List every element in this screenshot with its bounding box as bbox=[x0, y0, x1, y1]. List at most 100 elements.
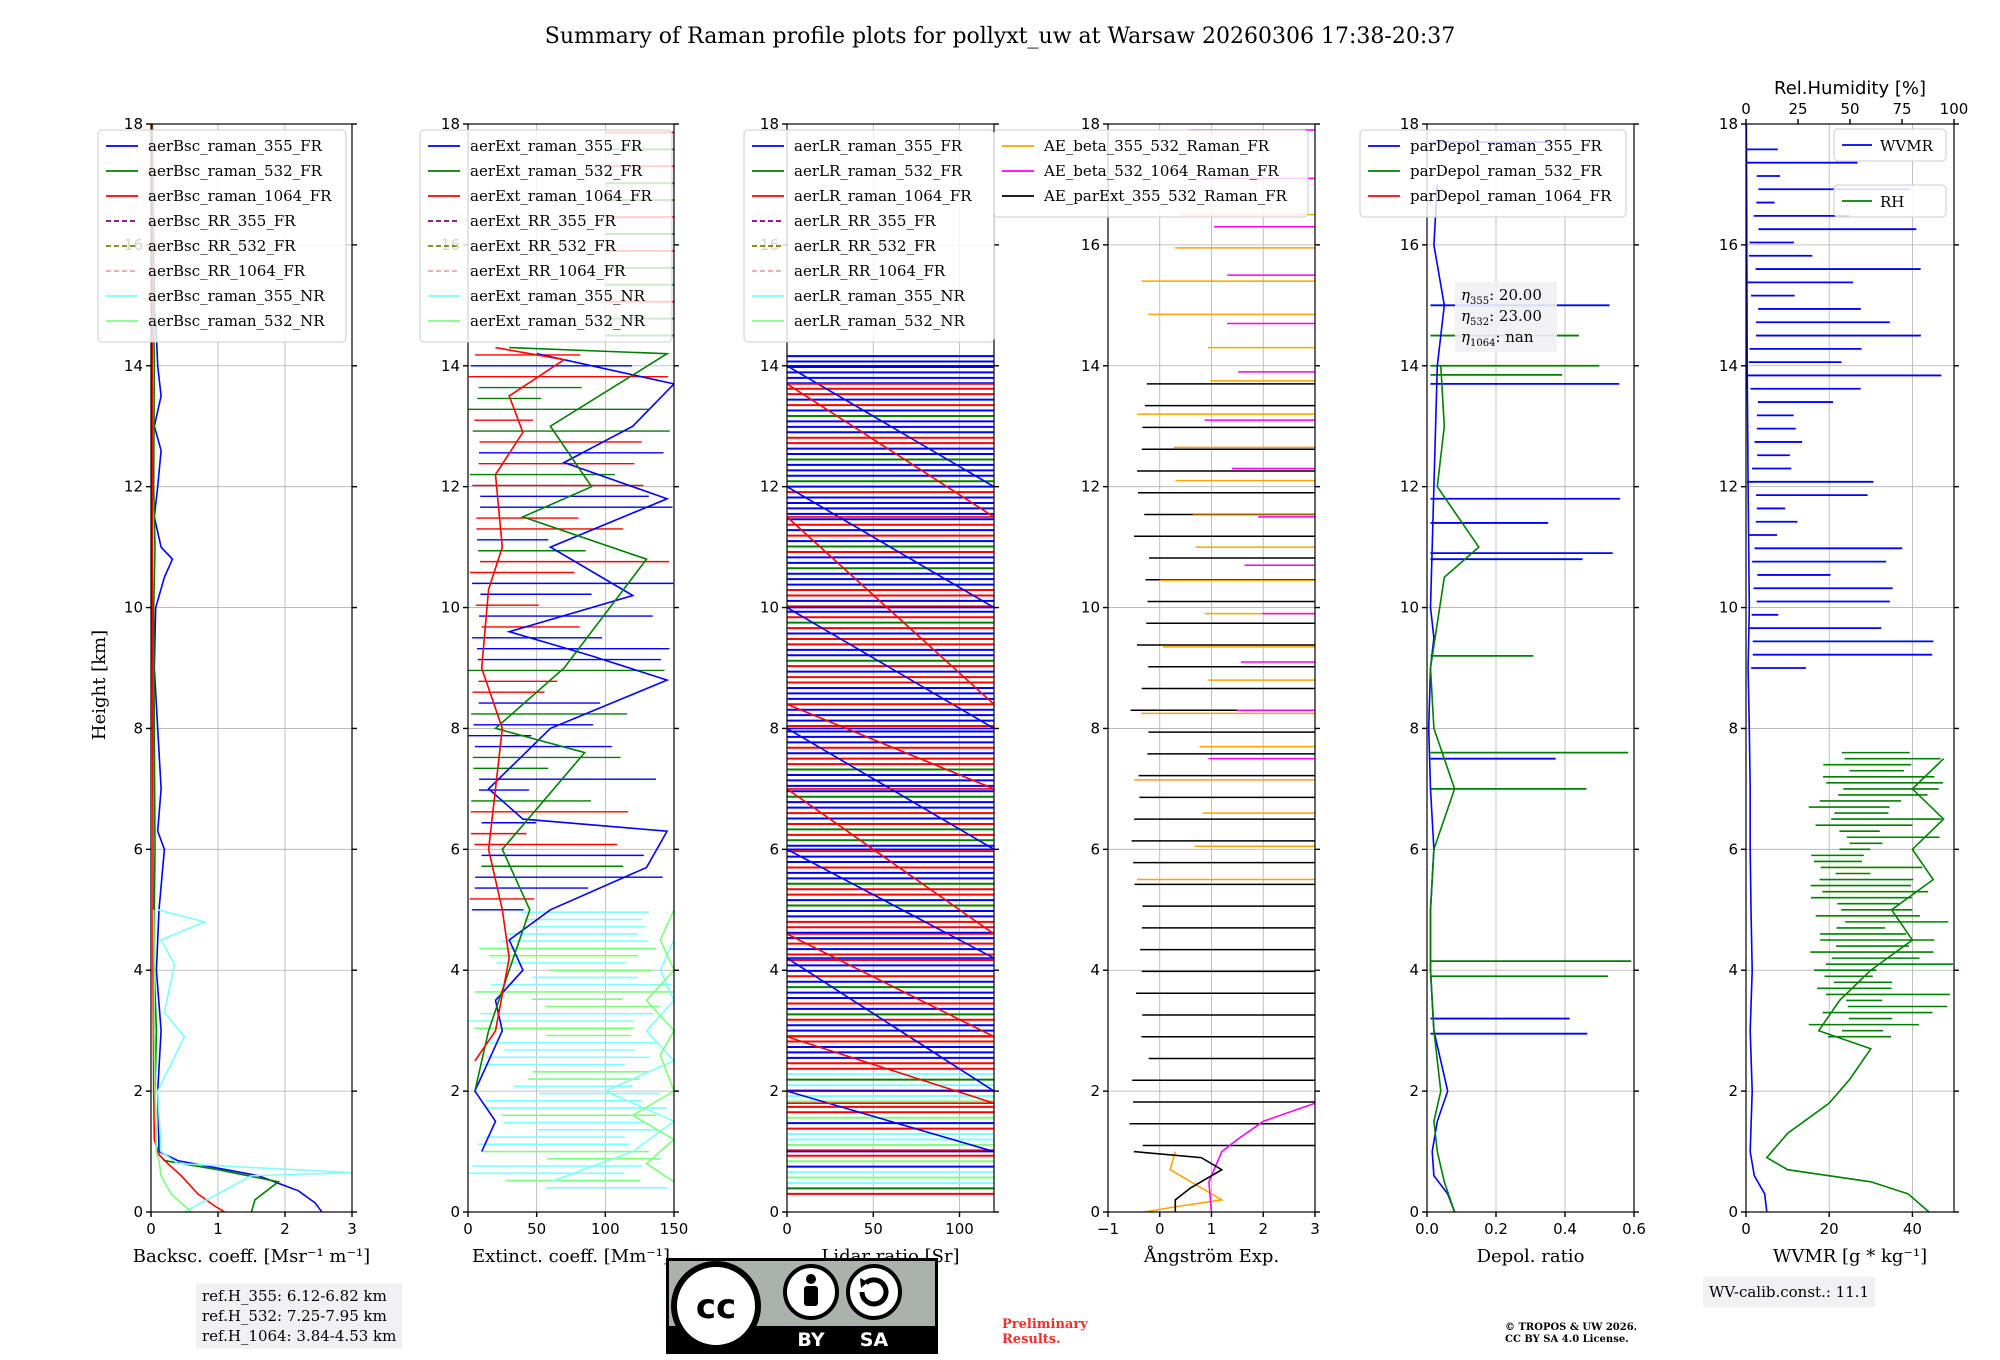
y-tick-label: 2 bbox=[450, 1082, 460, 1100]
legend-ae: AE_beta_355_532_Raman_FR AE_beta_532_1064… bbox=[993, 129, 1309, 218]
y-tick-label: 8 bbox=[1409, 719, 1419, 737]
series-aerBsc_raman_355_NR bbox=[156, 909, 352, 1212]
x-tick-label: 3 bbox=[347, 1220, 357, 1238]
legend-box bbox=[419, 129, 673, 343]
legend-ext: aerExt_raman_355_FR aerExt_raman_532_FRae… bbox=[419, 129, 673, 343]
y-tick-label: 12 bbox=[760, 478, 779, 496]
legend-entry: aerLR_raman_532_NR bbox=[794, 312, 965, 330]
x-tick-label: 1 bbox=[213, 1220, 223, 1238]
legend-entry: parDepol_raman_355_FR bbox=[1410, 137, 1603, 155]
x-tick-label: 100 bbox=[591, 1220, 620, 1238]
top-x-tick-label: 75 bbox=[1892, 100, 1911, 118]
y-tick-label: 16 bbox=[1400, 236, 1419, 254]
y-tick-label: 10 bbox=[1081, 599, 1100, 617]
annotation-line: η355: 20.00 bbox=[1461, 286, 1542, 307]
ref-height-355: ref.H_355: 6.12-6.82 km bbox=[202, 1287, 387, 1305]
y-tick-label: 14 bbox=[124, 357, 143, 375]
top-x-tick-label: 50 bbox=[1840, 100, 1859, 118]
x-tick-label: 0.6 bbox=[1622, 1220, 1646, 1238]
x-tick-label: 2 bbox=[280, 1220, 290, 1238]
x-tick-label: 50 bbox=[527, 1220, 546, 1238]
cc-by-sa-badge: cc BY SA bbox=[666, 1258, 938, 1354]
y-tick-label: 14 bbox=[441, 357, 460, 375]
y-tick-label: 6 bbox=[133, 840, 143, 858]
y-tick-label: 12 bbox=[124, 478, 143, 496]
y-tick-label: 6 bbox=[1090, 840, 1100, 858]
sa-label: SA bbox=[860, 1329, 889, 1351]
legend-entry: aerExt_raman_355_FR bbox=[470, 137, 643, 155]
copyright-line-1: © TROPOS & UW 2026. bbox=[1505, 1322, 1638, 1333]
top-x-tick-label: 100 bbox=[1940, 100, 1969, 118]
x-axis-label-bsc: Backsc. coeff. [Msr⁻¹ m⁻¹] bbox=[133, 1246, 370, 1267]
by-label: BY bbox=[797, 1329, 824, 1351]
y-tick-label: 2 bbox=[1728, 1082, 1738, 1100]
x-tick-label: 0.2 bbox=[1484, 1220, 1508, 1238]
legend-entry: RH bbox=[1880, 193, 1904, 211]
legend-box bbox=[1833, 128, 1947, 162]
x-tick-label: 1 bbox=[1207, 1220, 1217, 1238]
preliminary-results-note: Preliminary Results. bbox=[1002, 1317, 1088, 1347]
plot-area-bsc bbox=[151, 124, 352, 1212]
legend-box bbox=[743, 129, 995, 343]
y-tick-label: 4 bbox=[769, 961, 779, 979]
legend-entry: aerBsc_raman_355_FR bbox=[148, 137, 323, 155]
axes-frame bbox=[467, 123, 675, 1213]
x-axis-label-ae: Ångström Exp. bbox=[1143, 1245, 1279, 1267]
y-tick-label: 4 bbox=[1090, 961, 1100, 979]
top-x-tick-label: 0 bbox=[1741, 100, 1751, 118]
cc-logo-text: cc bbox=[696, 1287, 736, 1327]
series-WVMR bbox=[1746, 124, 1768, 1212]
panel-bsc: 0246810121416180123Backsc. coeff. [Msr⁻¹… bbox=[97, 115, 370, 1267]
y-tick-label: 12 bbox=[1400, 478, 1419, 496]
y-tick-label: 8 bbox=[450, 719, 460, 737]
series-aerExt_raman_1064_FR bbox=[474, 346, 567, 1062]
legend-entry: aerBsc_raman_355_NR bbox=[148, 287, 325, 305]
y-tick-label: 10 bbox=[441, 599, 460, 617]
legend-entry: AE_beta_532_1064_Raman_FR bbox=[1043, 162, 1279, 180]
y-tick-label: 4 bbox=[133, 961, 143, 979]
x-tick-label: 0 bbox=[146, 1220, 156, 1238]
legend-entry: parDepol_raman_1064_FR bbox=[1410, 187, 1612, 205]
y-tick-label: 10 bbox=[124, 599, 143, 617]
ref-height-532: ref.H_532: 7.25-7.95 km bbox=[202, 1307, 387, 1325]
series-aerExt_raman_355_FR bbox=[473, 352, 674, 1152]
series-aerBsc_raman_532_NR bbox=[152, 909, 192, 1212]
plot-area-wv bbox=[1746, 124, 1953, 1212]
y-tick-label: 4 bbox=[1409, 961, 1419, 979]
series-aerExt_raman_532_NR bbox=[631, 909, 674, 1183]
y-tick-label: 18 bbox=[124, 115, 143, 133]
legend-entry: aerLR_raman_355_NR bbox=[794, 287, 965, 305]
y-tick-label: 18 bbox=[760, 115, 779, 133]
y-tick-label: 10 bbox=[760, 599, 779, 617]
x-axis-label-wv: WVMR [g * kg⁻¹] bbox=[1773, 1246, 1927, 1267]
legend-entry: parDepol_raman_532_FR bbox=[1410, 162, 1603, 180]
legend-entry: aerBsc_raman_532_FR bbox=[148, 162, 323, 180]
x-tick-label: −1 bbox=[1097, 1220, 1119, 1238]
legend-entry: aerBsc_RR_355_FR bbox=[148, 212, 296, 230]
x-tick-label: 40 bbox=[1903, 1220, 1922, 1238]
y-tick-label: 6 bbox=[1409, 840, 1419, 858]
y-tick-label: 12 bbox=[1719, 478, 1738, 496]
x-tick-label: 100 bbox=[945, 1220, 974, 1238]
series-AE_beta_355_532_Raman_FR bbox=[1144, 1151, 1225, 1212]
legend-entry: aerExt_RR_1064_FR bbox=[470, 262, 626, 280]
legend-entry: aerExt_RR_532_FR bbox=[470, 237, 617, 255]
legend-entry: aerExt_raman_1064_FR bbox=[470, 187, 652, 205]
y-tick-label: 4 bbox=[450, 961, 460, 979]
x-tick-label: 20 bbox=[1820, 1220, 1839, 1238]
copyright-note: © TROPOS & UW 2026. CC BY SA 4.0 License… bbox=[1505, 1322, 1637, 1346]
legend-entry: aerLR_raman_1064_FR bbox=[794, 187, 972, 205]
y-tick-label: 0 bbox=[769, 1203, 779, 1221]
top-x-tick-label: 25 bbox=[1788, 100, 1807, 118]
legend-depol: parDepol_raman_355_FR parDepol_raman_532_… bbox=[1359, 129, 1627, 218]
plot-area-ext bbox=[468, 131, 674, 1189]
y-tick-label: 16 bbox=[1719, 236, 1738, 254]
series-RH bbox=[1765, 758, 1945, 1212]
y-tick-label: 2 bbox=[133, 1082, 143, 1100]
legend-entry: aerBsc_raman_1064_FR bbox=[148, 187, 332, 205]
axes-frame bbox=[150, 123, 353, 1213]
y-tick-label: 6 bbox=[769, 840, 779, 858]
